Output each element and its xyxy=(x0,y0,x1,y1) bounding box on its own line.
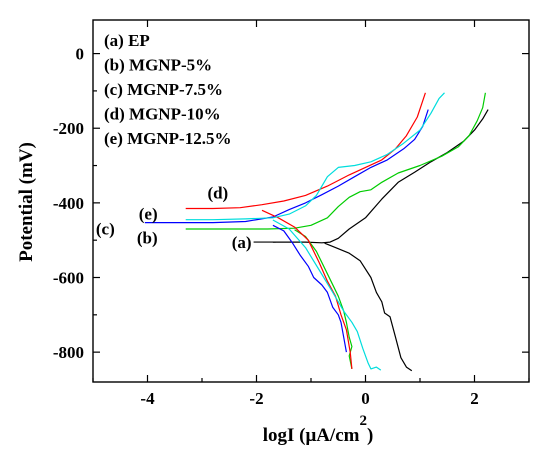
curve-label-a: (a) xyxy=(232,233,252,252)
series-line-a-anodic xyxy=(272,109,489,244)
y-tick-label: -200 xyxy=(53,119,84,138)
curve-labels: (a) (b) (c) (d) (e) xyxy=(96,183,276,252)
curve-label-c: (c) xyxy=(96,220,115,239)
y-tick-label: -400 xyxy=(53,194,84,213)
x-tick-label: 0 xyxy=(361,389,370,408)
x-axis-title-main: logI (μA/cm xyxy=(263,425,360,446)
series-line-b-anodic xyxy=(185,92,486,230)
series-line-e-cathodic xyxy=(272,219,382,371)
series-line-a-cathodic xyxy=(324,242,413,372)
curve-label-e: (e) xyxy=(139,205,158,224)
series-line-c-anodic xyxy=(144,109,429,224)
legend-entry-c: (c) MGNP-7.5% xyxy=(104,80,223,99)
x-tick-label: -4 xyxy=(140,389,155,408)
x-tick-label: 2 xyxy=(470,389,479,408)
x-tick-label: -2 xyxy=(249,389,263,408)
series-line-d-anodic xyxy=(185,92,426,210)
series-line-e-anodic xyxy=(185,92,445,221)
curve-label-b: (b) xyxy=(137,229,158,248)
axis-ticks xyxy=(92,20,530,382)
legend-entry-b: (b) MGNP-5% xyxy=(104,56,212,75)
y-tick-label: -800 xyxy=(53,343,84,362)
curve-label-d: (d) xyxy=(207,183,228,202)
legend-entry-d: (d) MGNP-10% xyxy=(104,105,221,124)
plot-area xyxy=(144,92,489,372)
x-axis-title-superscript: 2 xyxy=(359,413,367,429)
x-axis-title: logI (μA/cm2) xyxy=(263,413,374,446)
legend-entry-e: (e) MGNP-12.5% xyxy=(104,129,231,148)
y-tick-label: -600 xyxy=(53,269,84,288)
tick-labels: -4 -2 0 2 0 -200 -400 -600 -800 xyxy=(53,45,479,408)
legend-entry-a: (a) EP xyxy=(104,31,150,50)
legend: (a) EP (b) MGNP-5% (c) MGNP-7.5% (d) MGNP-1… xyxy=(104,31,231,148)
x-axis-title-close: ) xyxy=(367,425,373,446)
series-line-c-cathodic xyxy=(272,224,347,353)
series-line-d-cathodic xyxy=(261,209,353,369)
y-tick-label: 0 xyxy=(76,45,85,64)
y-axis-title: Potential (mV) xyxy=(16,142,37,262)
